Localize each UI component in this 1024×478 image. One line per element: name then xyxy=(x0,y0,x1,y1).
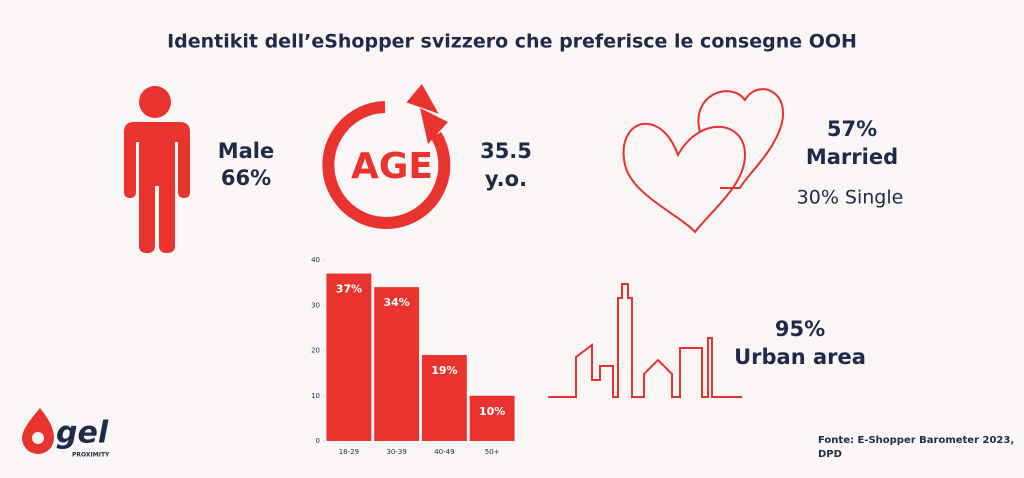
value-label: 10% xyxy=(479,405,505,418)
x-tick-label: 50+ xyxy=(485,448,500,456)
bar xyxy=(469,395,515,441)
urban-share: 95% xyxy=(775,317,825,341)
y-tick-label: 30 xyxy=(311,301,320,309)
married-share: 57% xyxy=(827,117,877,141)
y-tick-label: 40 xyxy=(311,256,320,264)
x-tick-label: 40-49 xyxy=(434,448,454,456)
value-label: 19% xyxy=(431,364,457,377)
bar xyxy=(421,355,467,441)
source-line: Fonte: E-Shopper Barometer 2023, xyxy=(818,435,1014,446)
hearts-icon xyxy=(622,88,784,234)
age-value: 35.5 xyxy=(480,139,532,163)
age-icon-text: AGE xyxy=(351,146,433,187)
y-tick-label: 0 xyxy=(316,437,320,445)
logo-tagline: PROXIMITY xyxy=(72,452,110,459)
gender-label: Male xyxy=(218,139,275,163)
single-label: 30% Single xyxy=(797,187,904,209)
y-tick-label: 20 xyxy=(311,347,320,355)
x-tick-label: 30-39 xyxy=(386,448,406,456)
person-icon xyxy=(124,86,190,253)
skyline-icon xyxy=(548,283,742,398)
gender-share: 66% xyxy=(221,166,271,190)
title: Identikit dell’eShopper svizzero che pre… xyxy=(167,31,857,53)
value-label: 34% xyxy=(383,296,409,309)
urban-label: Urban area xyxy=(734,345,866,369)
source-line: DPD xyxy=(818,449,842,460)
logo-name: gel xyxy=(56,416,109,451)
x-tick-label: 18-29 xyxy=(339,448,359,456)
age-icon xyxy=(322,83,451,229)
y-tick-label: 10 xyxy=(311,392,320,400)
married-label: Married xyxy=(806,145,898,169)
bar xyxy=(374,287,420,441)
logo: gel PROXIMITY xyxy=(22,408,110,459)
age-chart: 0 10 20 30 40 18-29 37% 30-39 34% 40-49 19% 50+ 10% xyxy=(311,256,515,456)
age-unit: y.o. xyxy=(485,167,527,191)
bar xyxy=(326,273,372,441)
value-label: 37% xyxy=(336,283,362,296)
